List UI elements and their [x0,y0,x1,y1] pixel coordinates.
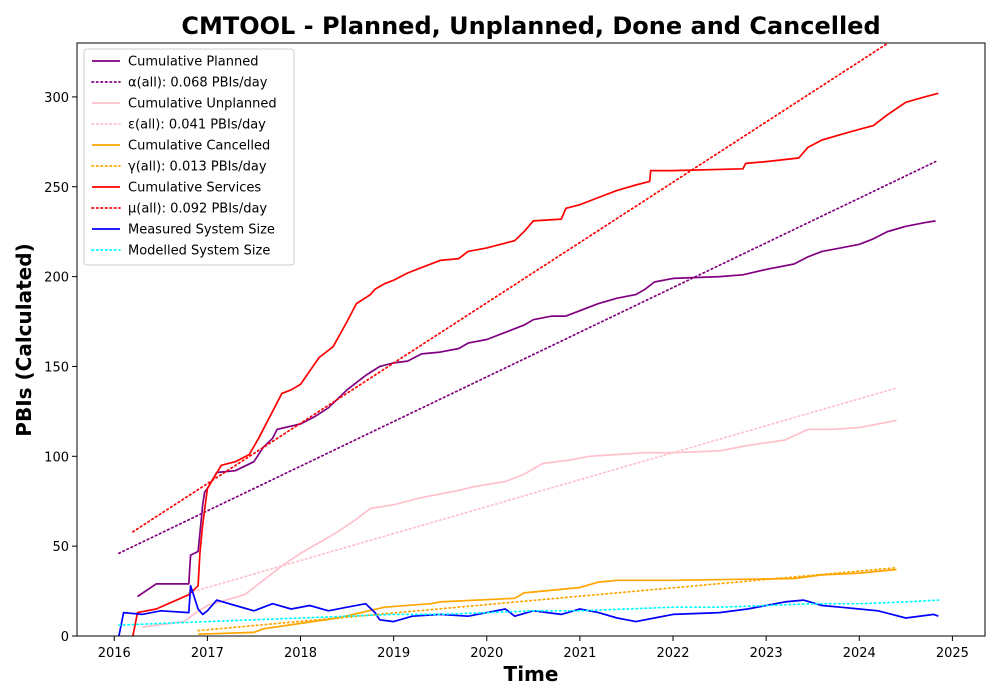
y-tick-label: 250 [44,181,69,196]
series-line-7 [132,43,890,533]
legend-label: Cumulative Services [128,181,261,196]
plot-frame [76,42,986,637]
legend-label: Cumulative Cancelled [128,139,270,154]
x-tick-label: 2017 [191,646,224,661]
y-tick-label: 150 [44,360,69,375]
x-tick-label: 2022 [656,646,689,661]
x-tick-label: 2024 [843,646,876,661]
x-axis: 2016 2017 2018 2019 2020 2021 2022 2023 2024 2025 [98,636,969,661]
series-line-4 [198,568,897,636]
x-tick-label: 2018 [284,646,317,661]
y-tick-label: 0 [61,630,69,645]
y-tick-label: 100 [44,450,69,465]
x-tick-label: 2020 [470,646,503,661]
legend-label: Measured System Size [128,223,275,238]
series-line-8 [118,584,939,636]
y-tick-label: 200 [44,271,69,286]
series-line-6 [132,92,939,636]
legend-label: μ(all): 0.092 PBIs/day [128,202,267,217]
series-line-9 [118,599,940,627]
series-line-2 [142,419,897,628]
series-line-3 [187,387,898,594]
y-tick-label: 300 [44,91,69,106]
chart-title: CMTOOL - Planned, Unplanned, Done and Ca… [181,12,880,40]
legend-label: ε(all): 0.041 PBIs/day [128,118,266,133]
legend-label: α(all): 0.068 PBIs/day [128,76,268,91]
x-tick-label: 2021 [563,646,596,661]
x-tick-label: 2016 [98,646,131,661]
x-tick-label: 2019 [377,646,410,661]
legend: Cumulative Planned α(all): 0.068 PBIs/day… [83,48,295,266]
series-line-5 [197,566,898,632]
legend-box [83,48,295,266]
x-tick-label: 2025 [936,646,969,661]
y-axis: 0 50 100 150 200 250 300 [44,91,77,645]
y-tick-label: 50 [52,540,69,555]
legend-label: Modelled System Size [128,244,270,259]
legend-label: Cumulative Planned [128,55,258,70]
x-axis-title: Time [504,662,559,686]
plot-area [118,43,940,636]
legend-label: Cumulative Unplanned [128,97,277,112]
y-axis-title: PBIs (Calculated) [12,243,36,436]
x-tick-label: 2023 [750,646,783,661]
legend-label: γ(all): 0.013 PBIs/day [128,160,267,175]
